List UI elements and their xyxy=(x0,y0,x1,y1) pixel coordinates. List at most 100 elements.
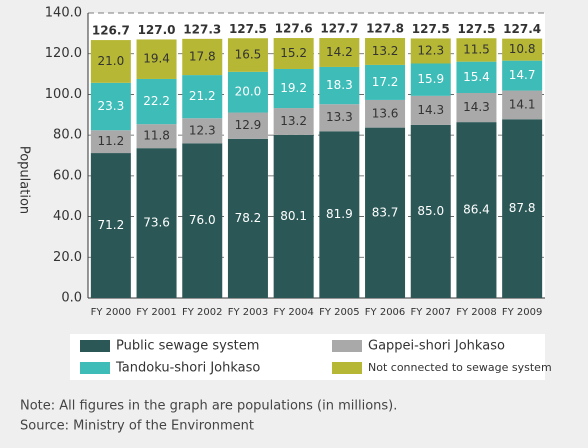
bar-segment xyxy=(227,112,268,139)
data-label: 13.6 xyxy=(372,106,399,120)
total-label: 127.5 xyxy=(412,22,450,36)
legend-label: Gappei-shori Johkaso xyxy=(368,339,505,354)
data-label: 73.6 xyxy=(143,216,170,230)
bar-segment xyxy=(410,63,451,96)
total-label: 126.7 xyxy=(92,24,130,38)
bar-segment xyxy=(319,38,360,67)
data-label: 21.0 xyxy=(97,54,124,68)
bar-segment xyxy=(182,118,223,144)
bar-segment xyxy=(273,68,314,109)
data-label: 12.3 xyxy=(417,43,444,57)
x-tick-label: FY 2000 xyxy=(91,307,132,318)
data-label: 22.2 xyxy=(143,94,170,108)
bar-segment xyxy=(365,127,406,298)
data-label: 14.1 xyxy=(509,97,536,111)
y-tick-label: 120.0 xyxy=(45,46,82,61)
total-label: 127.6 xyxy=(275,22,313,36)
total-label: 127.5 xyxy=(457,22,495,36)
bar-segment xyxy=(136,124,177,149)
total-label: 127.4 xyxy=(503,22,541,36)
bar-segment xyxy=(456,122,497,298)
bar-segment xyxy=(182,38,223,76)
bar-segment xyxy=(136,39,177,79)
bar-segment xyxy=(456,38,497,62)
data-label: 13.2 xyxy=(280,114,307,128)
x-tick-label: FY 2008 xyxy=(456,307,497,318)
data-label: 21.2 xyxy=(189,89,216,103)
data-label: 81.9 xyxy=(326,207,353,221)
legend-swatch xyxy=(80,340,110,352)
data-label: 15.4 xyxy=(463,70,490,84)
data-label: 14.3 xyxy=(463,100,490,114)
bar-segment xyxy=(319,66,360,105)
legend-swatch xyxy=(332,340,362,352)
bar-segment xyxy=(182,143,223,298)
data-label: 19.4 xyxy=(143,52,170,66)
bar-segment xyxy=(273,134,314,298)
bar-segment xyxy=(90,40,131,83)
legend-label: Not connected to sewage system xyxy=(368,361,552,374)
data-label: 76.0 xyxy=(189,213,216,227)
bar-segment xyxy=(136,78,177,125)
legend-box xyxy=(70,334,545,380)
total-label: 127.0 xyxy=(138,23,176,37)
bar-segment xyxy=(456,61,497,94)
data-label: 14.3 xyxy=(417,103,444,117)
data-label: 20.0 xyxy=(235,85,262,99)
bar-segment xyxy=(502,119,543,298)
x-tick-label: FY 2007 xyxy=(411,307,452,318)
y-tick-label: 60.0 xyxy=(53,168,82,183)
data-label: 19.2 xyxy=(280,81,307,95)
y-tick-label: 20.0 xyxy=(53,250,82,265)
data-label: 17.2 xyxy=(372,75,399,89)
data-label: 87.8 xyxy=(509,201,536,215)
data-label: 14.2 xyxy=(326,45,353,59)
y-tick-label: 140.0 xyxy=(45,6,82,21)
bar-segment xyxy=(182,75,223,119)
bar-segment xyxy=(227,138,268,298)
bar-segment xyxy=(90,82,131,131)
note: Source: Ministry of the Environment xyxy=(20,419,254,434)
y-tick-label: 0.0 xyxy=(61,291,82,306)
data-label: 78.2 xyxy=(235,211,262,225)
bar-segment xyxy=(227,71,268,113)
data-label: 14.7 xyxy=(509,68,536,82)
y-axis-label: Population xyxy=(17,146,32,214)
x-tick-label: FY 2004 xyxy=(273,307,314,318)
bar-segment xyxy=(90,130,131,154)
x-tick-label: FY 2001 xyxy=(136,307,177,318)
bar-segment xyxy=(273,38,314,69)
bar-segment xyxy=(502,38,543,61)
x-tick-label: FY 2002 xyxy=(182,307,223,318)
bar-segment xyxy=(319,104,360,132)
y-tick-label: 80.0 xyxy=(53,128,82,143)
data-label: 83.7 xyxy=(372,205,399,219)
bar-segment xyxy=(410,95,451,125)
data-label: 12.3 xyxy=(189,123,216,137)
x-tick-label: FY 2009 xyxy=(502,307,543,318)
x-tick-label: FY 2003 xyxy=(228,307,269,318)
bar-segment xyxy=(319,131,360,298)
data-label: 80.1 xyxy=(280,209,307,223)
note: Note: All figures in the graph are popul… xyxy=(20,399,397,414)
data-label: 11.8 xyxy=(143,129,170,143)
y-tick-label: 40.0 xyxy=(53,209,82,224)
data-label: 13.3 xyxy=(326,110,353,124)
data-label: 15.2 xyxy=(280,46,307,60)
bar-segment xyxy=(502,60,543,91)
bar-segment xyxy=(456,93,497,123)
y-tick-label: 100.0 xyxy=(45,87,82,102)
legend-swatch xyxy=(80,362,110,374)
data-label: 11.5 xyxy=(463,42,490,56)
bar-segment xyxy=(273,108,314,135)
data-label: 86.4 xyxy=(463,203,490,217)
data-label: 10.8 xyxy=(509,42,536,56)
data-label: 23.3 xyxy=(97,99,124,113)
total-label: 127.3 xyxy=(183,22,221,36)
bar-segment xyxy=(136,148,177,298)
total-label: 127.5 xyxy=(229,22,267,36)
legend-label: Public sewage system xyxy=(116,339,259,354)
bar-segment xyxy=(365,64,406,100)
bar-segment xyxy=(365,99,406,128)
